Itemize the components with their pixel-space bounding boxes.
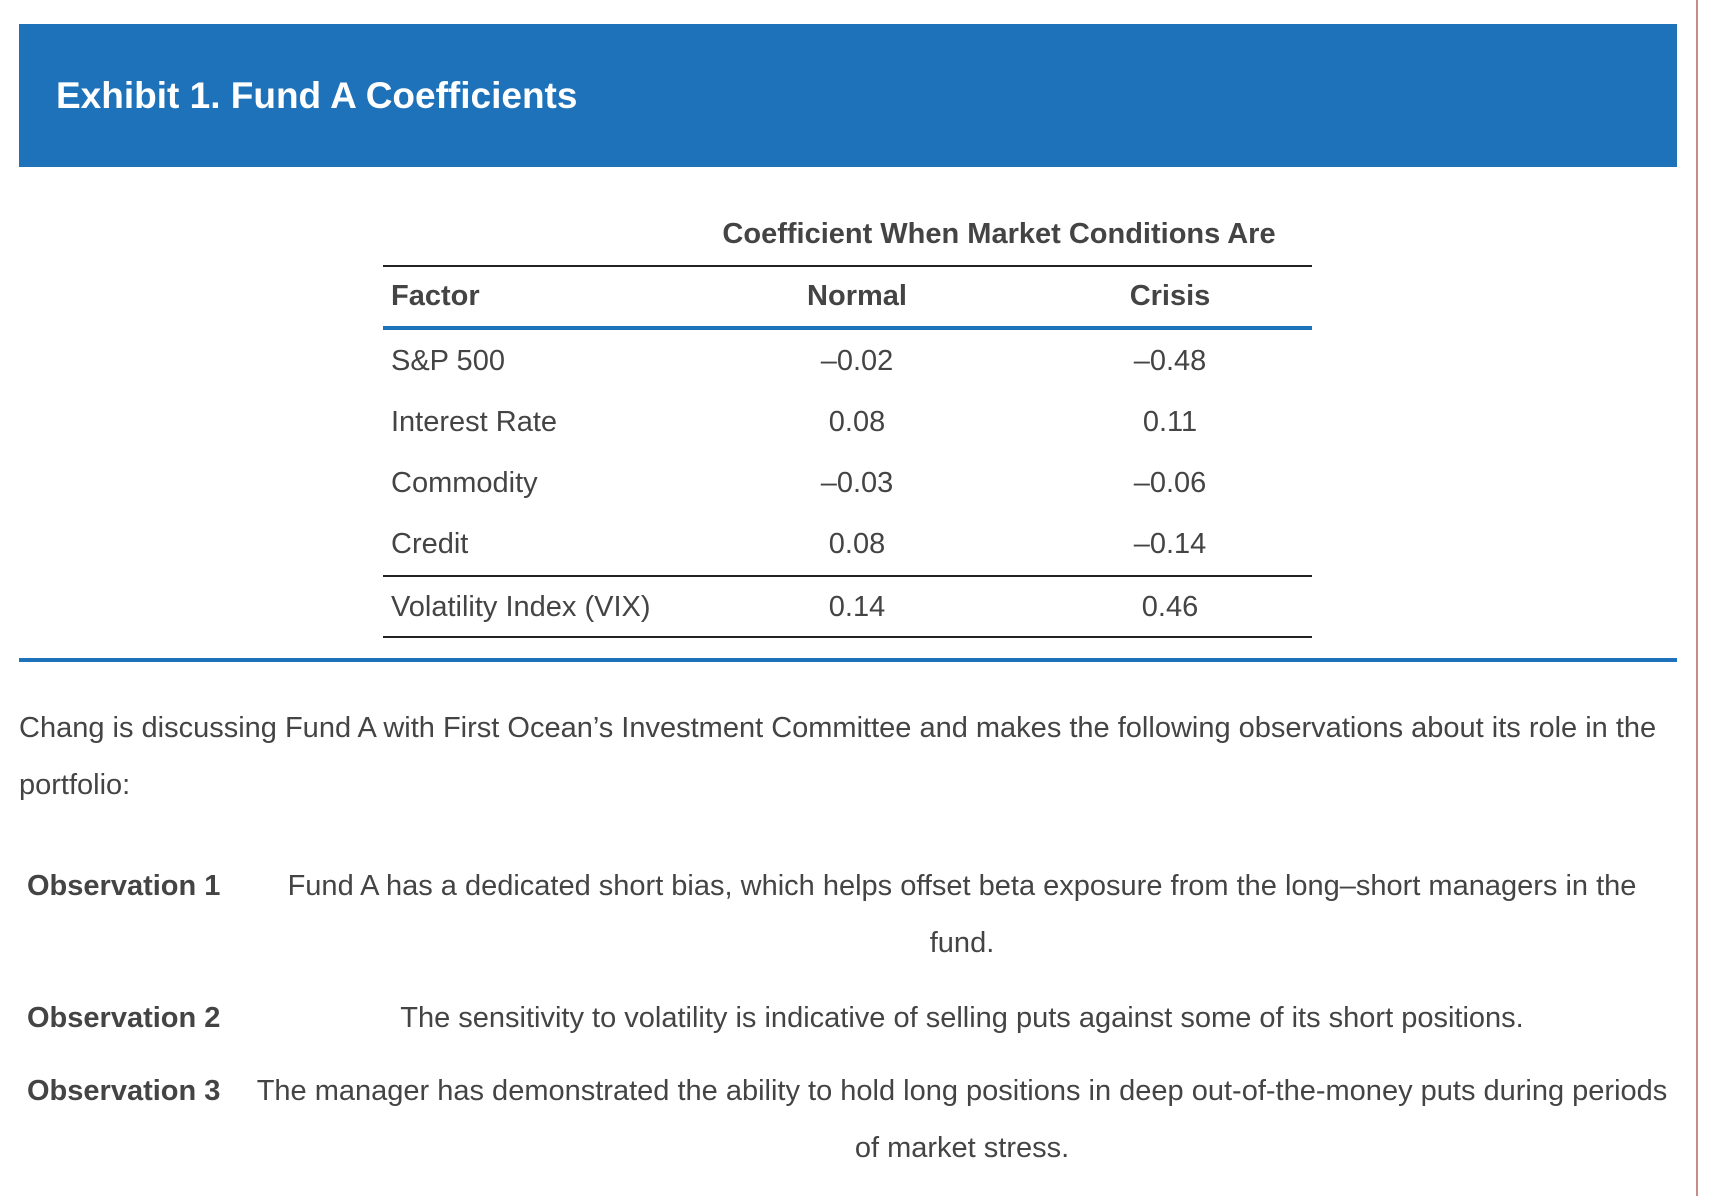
table-value: 0.46 [1141,591,1199,623]
row-label: Volatility Index (VIX) [391,591,651,623]
row-label: Commodity [391,467,538,499]
column-header: Crisis [1129,280,1211,312]
paragraph: Chang is discussing Fund A with First Oc… [19,712,1657,801]
header-title: Exhibit 1. Fund A Coefficients [56,75,578,116]
group-header: Coefficient When Market Conditions Are [722,218,1276,250]
observation-label: Observation 3 [27,1075,221,1107]
separator [19,658,1677,662]
column-header: Factor [391,280,480,312]
row-label: Credit [391,528,469,560]
table-value: 0.11 [1142,406,1198,438]
observation-label: Observation 1 [27,870,221,902]
observation-label: Observation 2 [27,1002,221,1034]
table-rule [383,575,1312,577]
table-rule [383,636,1312,638]
row-label: S&P 500 [391,345,505,377]
row-label: Interest Rate [391,406,558,438]
table-rule [383,265,1312,267]
column-header: Normal [807,280,907,312]
edge-line [1696,0,1698,1196]
table-value: 0.08 [828,406,886,438]
table-value: –0.06 [1133,467,1207,499]
header-bar: Exhibit 1. Fund A Coefficients [19,24,1677,167]
table-value: 0.14 [828,591,886,623]
table-value: 0.08 [828,528,886,560]
table-value: –0.48 [1133,345,1207,377]
table-value: –0.03 [820,467,894,499]
observation-text: Fund A has a dedicated short bias, which… [287,870,1637,959]
table-value: –0.14 [1133,528,1207,560]
table-header-rule [383,326,1312,330]
table-value: –0.02 [820,345,894,377]
observation-text: The manager has demonstrated the ability… [256,1075,1668,1164]
observation-text: The sensitivity to volatility is indicat… [400,1002,1524,1034]
